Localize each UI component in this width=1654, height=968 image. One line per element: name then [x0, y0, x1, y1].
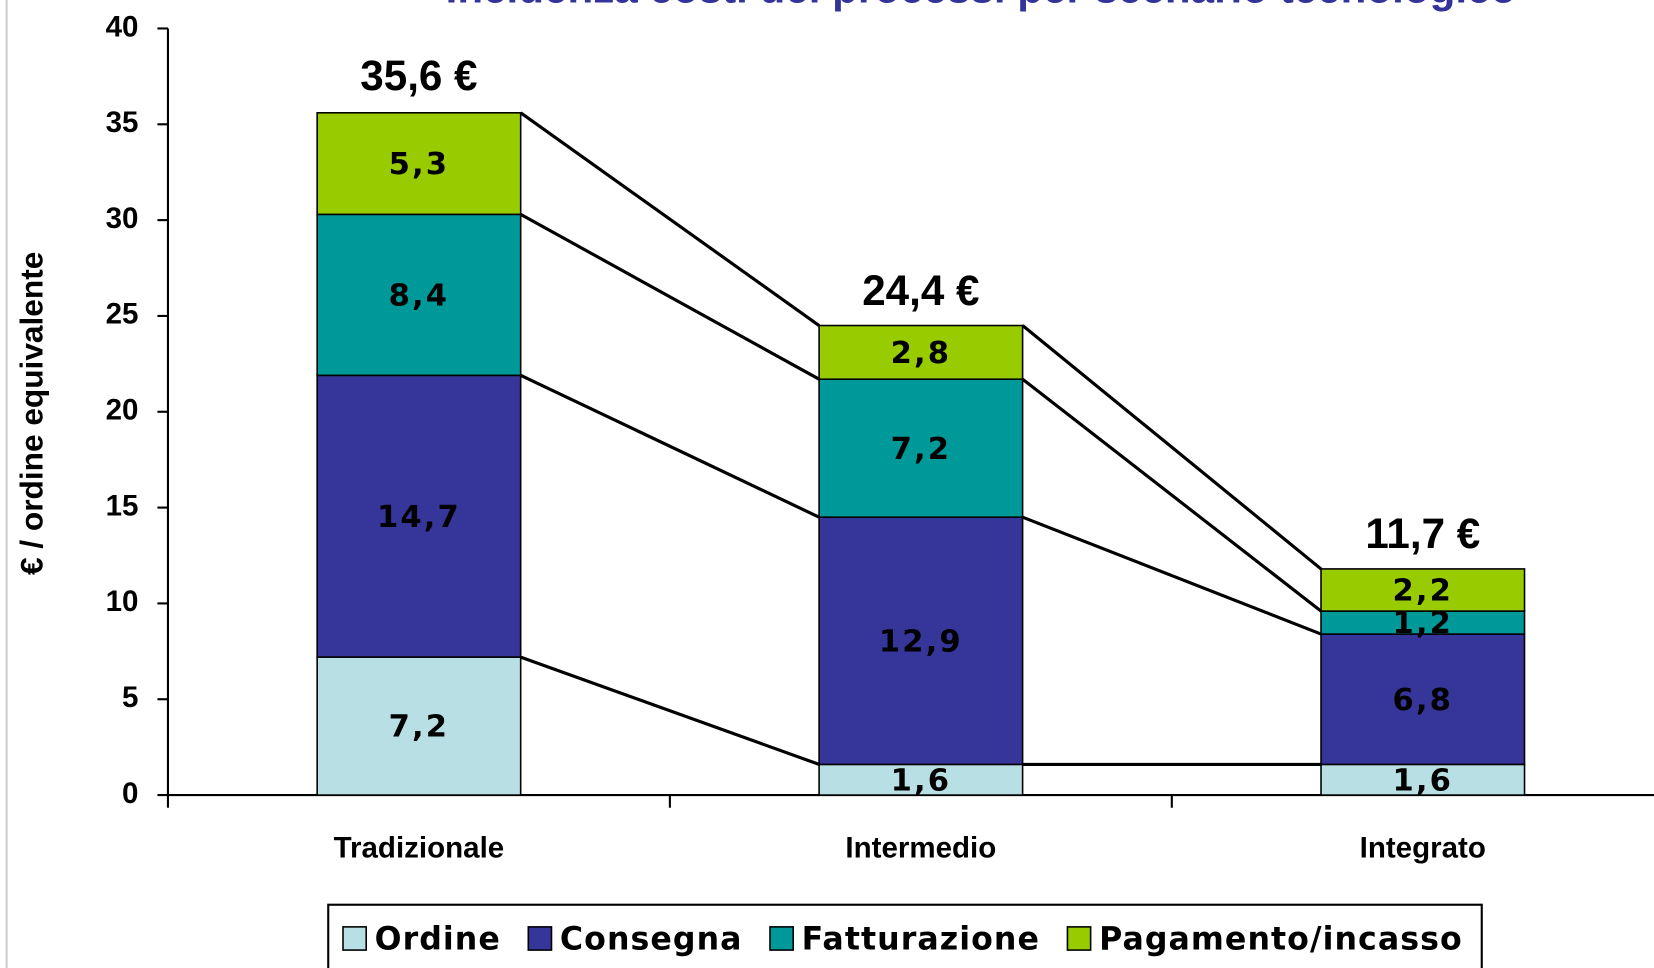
y-tick-label: 0 — [122, 777, 138, 810]
legend-label: Fatturazione — [802, 922, 1040, 958]
legend-swatch — [527, 926, 553, 951]
legend-swatch — [769, 926, 794, 951]
value-label: 2,8 — [891, 336, 951, 371]
legend-swatch — [1066, 926, 1092, 951]
value-label: 6,8 — [1393, 683, 1453, 718]
legend-swatch — [342, 926, 367, 951]
bar-segment — [818, 763, 1024, 796]
bar-segment — [1320, 568, 1526, 612]
chart-title: Incidenza costi dei processi per scenari… — [446, 0, 1517, 12]
value-label: 14,7 — [377, 500, 461, 535]
x-tick-label: Integrato — [1360, 832, 1486, 865]
legend-label: Consegna — [560, 922, 743, 958]
total-label: 11,7 € — [1365, 510, 1480, 557]
connector — [1021, 377, 1322, 613]
x-tick-label: Tradizionale — [334, 832, 505, 865]
legend-box — [327, 903, 1483, 968]
y-tick-label: 20 — [106, 394, 139, 427]
y-tick-label: 35 — [106, 106, 139, 139]
y-tick-label: 10 — [106, 585, 139, 618]
value-label: 7,2 — [891, 432, 951, 467]
y-tick-label: 5 — [122, 681, 138, 714]
x-tick-label: Intermedio — [845, 832, 996, 865]
bar-segment — [316, 112, 522, 216]
connector — [519, 111, 821, 327]
bar-segment — [1320, 633, 1526, 766]
value-label: 5,3 — [389, 147, 449, 182]
total-label: 35,6 € — [360, 52, 477, 99]
value-label: 8,4 — [389, 278, 449, 313]
connector — [1022, 515, 1322, 636]
value-label: 12,9 — [879, 624, 963, 659]
connector — [520, 655, 820, 766]
legend-label: Ordine — [375, 922, 501, 958]
y-axis-label: € / ordine equivalente — [13, 252, 49, 575]
value-label: 1,2 — [1393, 606, 1453, 641]
total-label: 24,4 € — [862, 267, 979, 314]
connector — [519, 373, 820, 519]
y-tick-label: 40 — [106, 10, 139, 43]
value-label: 1,6 — [1393, 763, 1453, 798]
bar-segment — [316, 656, 522, 796]
connector — [1021, 324, 1323, 571]
value-label: 2,2 — [1393, 574, 1453, 609]
bar-segment — [316, 213, 522, 377]
connector — [519, 212, 820, 381]
value-label: 7,2 — [389, 710, 449, 745]
y-tick-label: 30 — [106, 202, 139, 235]
value-label: 1,6 — [891, 763, 951, 798]
y-tick-label: 25 — [106, 298, 139, 331]
legend: Ordine Consegna Fatturazione Pagamento/inca… — [327, 903, 1483, 968]
bar-segment — [818, 324, 1024, 380]
bar-segment — [818, 516, 1024, 766]
legend-label: Pagamento/incasso — [1099, 922, 1463, 958]
bar-segment — [316, 374, 522, 658]
y-tick-label: 15 — [106, 489, 139, 522]
